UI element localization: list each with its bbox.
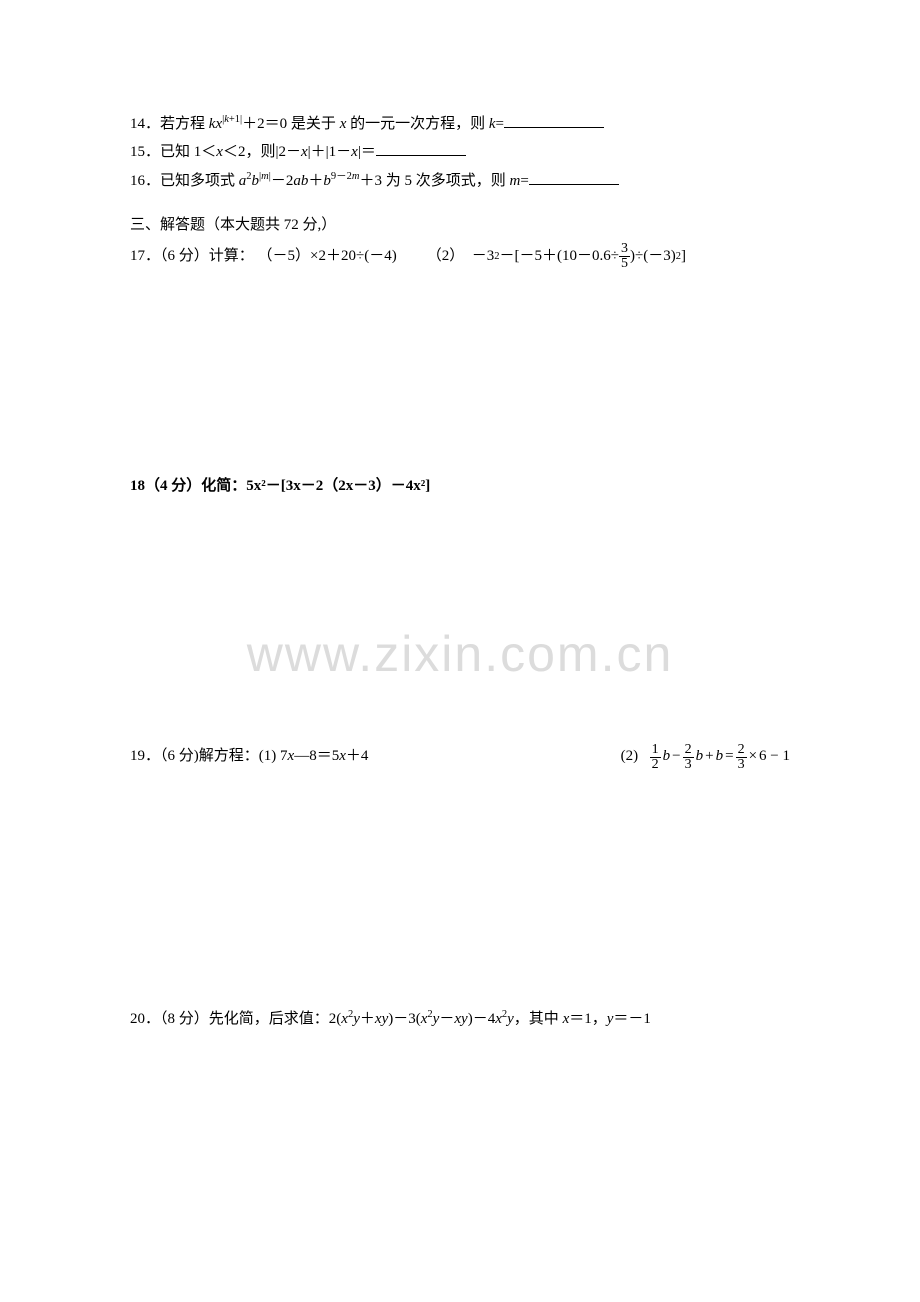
q14-num: 14． [130,116,160,132]
q14-eq: = [496,116,504,132]
question-18: 18（4 分）化简：5x²－[3x－2（2x－3）－4x²] [130,476,810,498]
q14-pre: 若方程 [160,116,209,132]
q15-num: 15． [130,144,160,160]
question-20: 20．（8 分）先化简，后求值：2(x2y＋xy)－3(x2y－xy)－4x2y… [130,1007,810,1031]
section-3-heading: 三、解答题（本大题共 72 分,） [130,215,810,237]
q14-kx: kx [209,116,222,132]
question-17: 17．（6 分）计算： （－5）×2＋20÷(－4) （2） －32－[－5＋(… [130,242,810,271]
question-15: 15．已知 1＜x＜2，则|2－x|＋|1－x|＝ [130,141,810,164]
page-content: 14．若方程 kx|k+1|＋2＝0 是关于 x 的一元一次方程，则 k= 15… [130,112,810,1036]
question-14: 14．若方程 kx|k+1|＋2＝0 是关于 x 的一元一次方程，则 k= [130,112,810,136]
q15-blank [376,141,466,156]
q14-blank [504,113,604,128]
q16-blank [529,170,619,185]
question-16: 16．已知多项式 a2b|m|－2ab＋b9－2m＋3 为 5 次多项式，则 m… [130,169,810,193]
q14-exp: |k+1| [222,114,242,125]
q15-pre: 已知 1＜ [160,144,216,160]
q17-num: 17． [130,248,160,264]
question-19: 19．（6 分)解方程：(1) 7x―8＝5x＋4 (2) 12 b − 23 … [130,743,810,772]
q14-post: 的一元一次方程，则 [346,116,489,132]
q16-num: 16． [130,173,160,189]
q14-mid: ＋2＝0 是关于 [242,116,340,132]
q17-fraction: 35 [619,242,630,271]
q14-kvar: k [489,116,496,132]
